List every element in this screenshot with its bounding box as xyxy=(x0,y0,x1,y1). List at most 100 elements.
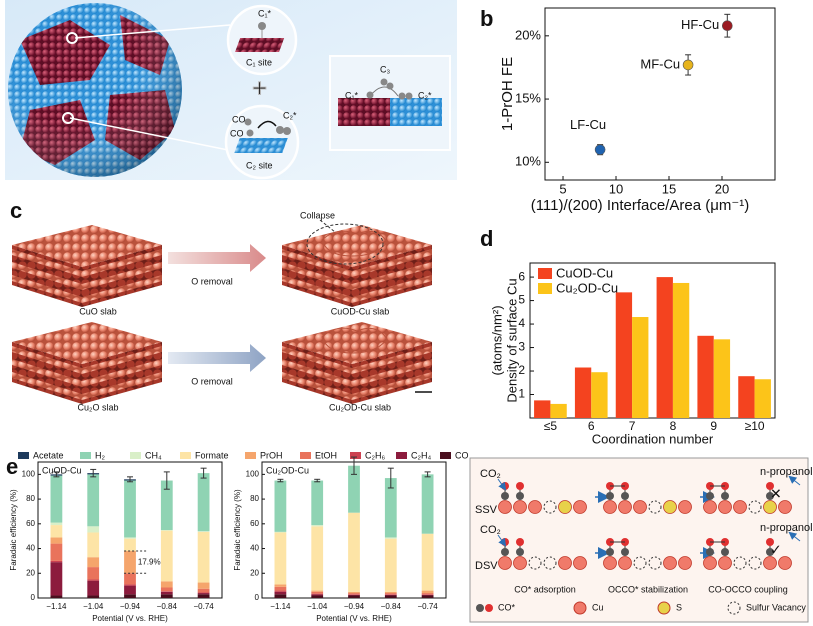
legend-vac xyxy=(727,601,741,615)
bar-segment xyxy=(384,537,397,539)
label: n-propanol xyxy=(760,466,813,478)
arrow xyxy=(788,531,801,542)
atom xyxy=(558,500,572,514)
x-tick-label: −0.94 xyxy=(120,602,141,611)
bar-segment xyxy=(421,593,434,595)
bar-segment xyxy=(421,594,434,596)
bar-segment xyxy=(50,562,63,596)
y-tick-label: 3 xyxy=(518,340,525,354)
label: C₃ xyxy=(380,64,390,74)
legend-label: EtOH xyxy=(315,450,337,460)
bar-segment xyxy=(124,480,136,538)
slab-layer xyxy=(352,359,432,387)
bar xyxy=(534,400,551,418)
bar-segment xyxy=(50,525,63,538)
legend-s xyxy=(657,601,671,615)
x-axis-label: (111)/(200) Interface/Area (μm⁻¹) xyxy=(531,197,750,214)
bar xyxy=(697,335,714,418)
bar-segment xyxy=(384,593,397,595)
legend-co xyxy=(485,604,493,612)
atom xyxy=(663,556,677,570)
x-tick-label: 15 xyxy=(662,181,676,196)
x-tick-label: 9 xyxy=(710,419,717,433)
x-tick-label: −1.14 xyxy=(46,602,67,611)
bar-segment xyxy=(421,595,434,598)
bar-segment xyxy=(87,595,100,598)
slab-layer xyxy=(12,262,82,290)
y-axis-label: Density of surface Cu xyxy=(504,278,519,402)
atom xyxy=(778,500,792,514)
panel-c: O removal O removal CuO slab CuOD-Cu sla… xyxy=(12,210,432,412)
bar xyxy=(656,277,673,418)
arrow xyxy=(788,475,801,486)
x-tick-label: ≥10 xyxy=(745,419,765,433)
bar xyxy=(738,376,755,418)
panel-label: d xyxy=(480,226,493,251)
x-tick-label: 8 xyxy=(670,419,677,433)
x-axis-label: Potential (V vs. RHE) xyxy=(92,614,168,623)
bar-segment xyxy=(160,480,173,530)
label: CO xyxy=(230,128,244,138)
bar-segment xyxy=(311,526,324,591)
bar xyxy=(615,292,633,418)
y-tick-label: 60 xyxy=(250,519,259,528)
c-atom xyxy=(501,548,509,556)
bar-segment xyxy=(311,590,324,592)
legend-swatch xyxy=(130,452,141,459)
legend-label: H₂ xyxy=(95,450,105,460)
bar-segment xyxy=(197,582,210,589)
bar xyxy=(713,339,731,418)
slab-layer xyxy=(82,346,162,374)
result-mark: ✕ xyxy=(770,486,782,502)
label: CO₂ xyxy=(480,524,501,536)
atom xyxy=(663,500,677,514)
legend-swatch xyxy=(538,283,552,294)
x-tick-label: 7 xyxy=(629,419,636,433)
bar-segment xyxy=(348,512,360,592)
bar xyxy=(754,379,771,418)
bar-segment xyxy=(384,595,397,598)
label: CO-OCCO coupling xyxy=(708,584,788,594)
panel-label: e xyxy=(6,454,18,479)
bar xyxy=(574,367,592,418)
atom xyxy=(718,500,732,514)
atom xyxy=(678,556,692,570)
bar-segment xyxy=(197,473,210,532)
bar-segment xyxy=(274,584,287,587)
panel-label: b xyxy=(480,6,493,31)
o-atom xyxy=(516,482,524,490)
bar-segment xyxy=(87,567,100,580)
slab-layer xyxy=(12,249,82,277)
slab-layer xyxy=(12,275,82,303)
leader xyxy=(319,219,336,233)
bar-segment xyxy=(311,593,324,595)
bar-segment xyxy=(50,595,63,598)
atom xyxy=(603,556,617,570)
slab-layer xyxy=(352,275,432,303)
bar-segment xyxy=(274,594,287,598)
label: C₁ site xyxy=(246,57,272,67)
bar-segment xyxy=(384,478,397,538)
atom xyxy=(778,556,792,570)
vacancy xyxy=(648,556,662,570)
bar-segment xyxy=(160,591,173,595)
plot-frame xyxy=(544,7,776,181)
c-atom xyxy=(606,492,614,500)
slab-layer xyxy=(82,262,162,290)
c-atom xyxy=(621,548,629,556)
c-atom xyxy=(706,492,714,500)
bar-segment xyxy=(348,591,360,594)
c-atom xyxy=(721,548,729,556)
label: S xyxy=(676,602,682,612)
vacancy xyxy=(633,556,647,570)
bar-segment xyxy=(87,557,100,568)
c-atom xyxy=(766,548,774,556)
subplot-title: CuOD-Cu xyxy=(42,465,82,475)
slab-layer xyxy=(82,275,162,303)
bar-segment xyxy=(421,533,434,591)
bar-segment xyxy=(274,586,287,591)
bar-segment xyxy=(384,591,397,594)
label: Cu₂OD-Cu slab xyxy=(329,402,391,412)
plus: + xyxy=(252,73,267,103)
label: O removal xyxy=(191,276,233,286)
